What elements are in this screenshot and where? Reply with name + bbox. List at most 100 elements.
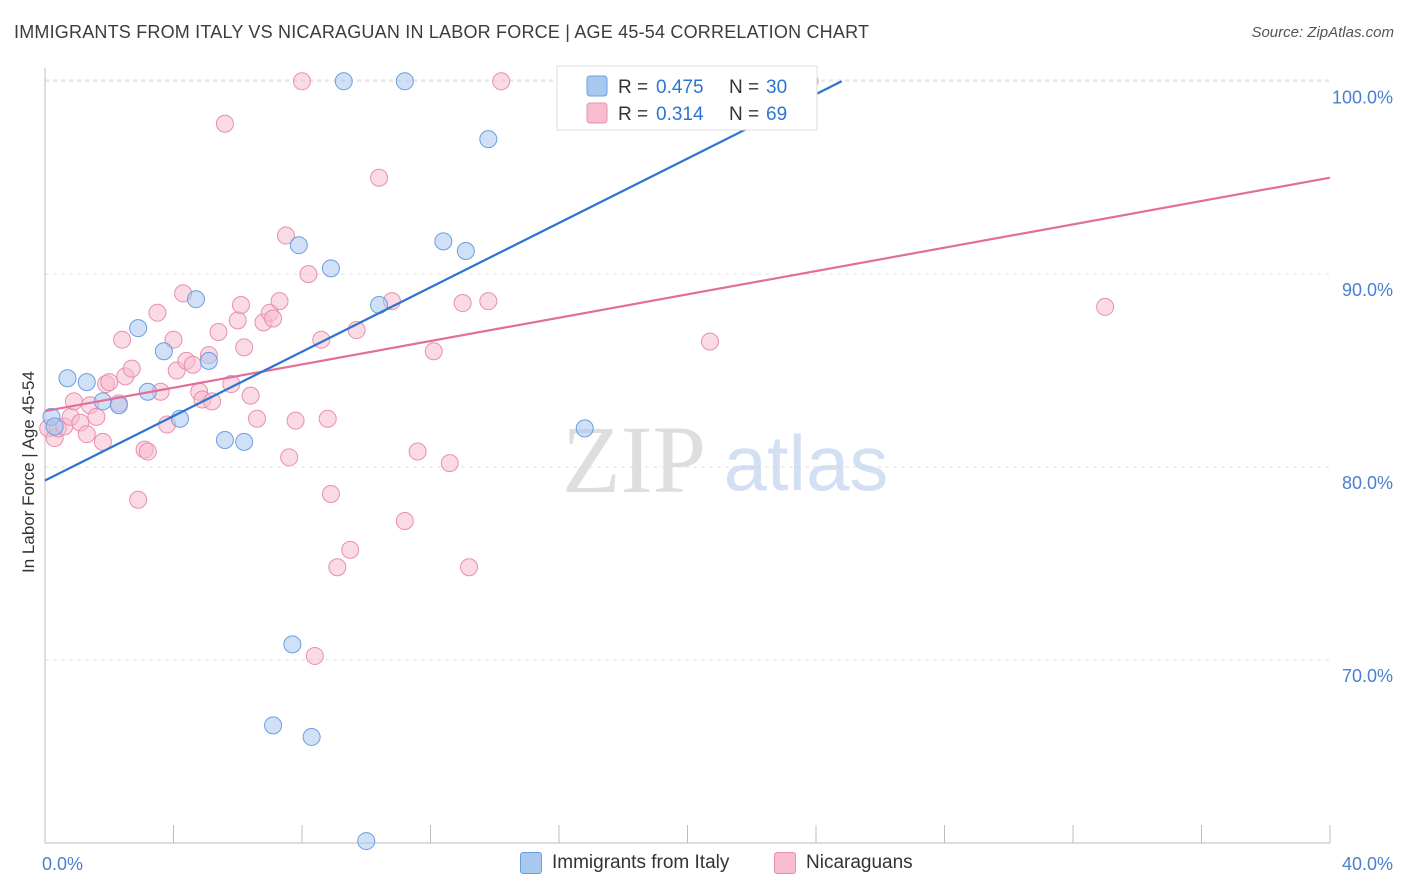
watermark-atlas: atlas xyxy=(724,419,889,507)
y-tick-labels: 70.0% 80.0% 90.0% 100.0% xyxy=(1332,87,1393,686)
trendline-nicaraguans xyxy=(44,176,1331,413)
point-italy-16 xyxy=(289,236,308,255)
legend-r-label-1: R = xyxy=(618,77,648,98)
point-nicaraguans-64 xyxy=(479,292,498,311)
legend-item-nicaraguans: Nicaraguans xyxy=(774,852,913,874)
point-nicaraguans-43 xyxy=(270,292,289,311)
legend-swatch-italy xyxy=(586,75,608,97)
point-nicaraguans-51 xyxy=(318,409,337,428)
grid-lines xyxy=(45,79,1330,661)
point-italy-19 xyxy=(334,72,353,91)
legend-item-italy: Immigrants from Italy xyxy=(520,852,729,874)
point-nicaraguans-47 xyxy=(293,72,311,91)
point-nicaraguans-49 xyxy=(305,646,324,665)
source-credit: Source: ZipAtlas.com xyxy=(1251,24,1394,41)
point-italy-26 xyxy=(575,419,594,438)
axes xyxy=(44,68,1331,844)
point-nicaraguans-63 xyxy=(460,558,479,577)
point-italy-20 xyxy=(357,832,376,851)
y-tick-label-2: 90.0% xyxy=(1342,280,1393,300)
point-nicaraguans-44 xyxy=(276,226,295,245)
point-nicaraguans-12 xyxy=(100,373,119,392)
point-nicaraguans-37 xyxy=(235,338,254,357)
chart-title: IMMIGRANTS FROM ITALY VS NICARAGUAN IN L… xyxy=(14,22,870,42)
point-nicaraguans-62 xyxy=(453,294,472,313)
point-nicaraguans-68 xyxy=(1096,297,1115,316)
point-nicaraguans-20 xyxy=(148,303,167,322)
point-nicaraguans-60 xyxy=(424,342,443,361)
point-nicaraguans-66 xyxy=(700,332,719,351)
legend-r-label-2: R = xyxy=(618,104,648,125)
legend-n-label-1: N = xyxy=(729,77,759,98)
point-nicaraguans-54 xyxy=(341,540,360,559)
point-nicaraguans-42 xyxy=(264,309,283,328)
x-tick-label-max: 40.0% xyxy=(1342,854,1393,874)
legend-swatch-italy-bottom xyxy=(520,852,542,874)
legend-r-value-1: 0.475 xyxy=(656,77,704,98)
point-nicaraguans-58 xyxy=(395,511,414,530)
y-tick-label-0: 70.0% xyxy=(1342,666,1393,686)
legend-label-nicaraguans: Nicaraguans xyxy=(806,852,913,873)
point-nicaraguans-38 xyxy=(241,386,260,405)
legend-swatch-nicaraguans-bottom xyxy=(774,852,796,874)
trendline-italy xyxy=(44,80,843,482)
point-nicaraguans-45 xyxy=(280,448,299,467)
point-nicaraguans-9 xyxy=(87,407,106,426)
point-italy-2 xyxy=(58,369,77,388)
x-tick-labels: 0.0% 40.0% xyxy=(42,854,1393,874)
point-nicaraguans-19 xyxy=(138,442,157,461)
point-nicaraguans-61 xyxy=(440,454,459,473)
series-nicaraguans-points xyxy=(39,72,1115,665)
point-italy-12 xyxy=(215,430,234,449)
point-italy-23 xyxy=(434,232,453,251)
legend-label-italy: Immigrants from Italy xyxy=(552,852,730,873)
point-nicaraguans-52 xyxy=(321,484,340,503)
legend-swatch-nicaraguans xyxy=(586,102,608,124)
point-nicaraguans-39 xyxy=(248,409,267,428)
point-nicaraguans-56 xyxy=(370,168,389,187)
point-italy-8 xyxy=(154,342,173,361)
y-tick-label-3: 100.0% xyxy=(1332,87,1393,107)
point-nicaraguans-36 xyxy=(231,295,250,314)
point-nicaraguans-23 xyxy=(164,330,183,349)
legend-r-value-2: 0.314 xyxy=(656,104,704,125)
legend-n-value-2: 69 xyxy=(766,104,787,125)
point-italy-17 xyxy=(302,727,321,746)
point-italy-25 xyxy=(479,130,498,149)
point-nicaraguans-31 xyxy=(203,392,222,411)
correlation-legend: R = 0.475 N = 30 R = 0.314 N = 69 xyxy=(556,65,818,131)
point-nicaraguans-48 xyxy=(299,265,318,284)
point-nicaraguans-53 xyxy=(328,558,347,577)
point-nicaraguans-7 xyxy=(77,425,96,444)
point-italy-6 xyxy=(129,319,148,338)
point-italy-13 xyxy=(235,432,254,451)
series-legend: Immigrants from Italy Nicaraguans xyxy=(0,852,1406,878)
point-italy-15 xyxy=(283,635,302,654)
point-italy-10 xyxy=(186,290,205,309)
y-axis-label: In Labor Force | Age 45-54 xyxy=(19,371,38,573)
y-tick-label-1: 80.0% xyxy=(1342,473,1393,493)
point-nicaraguans-27 xyxy=(183,355,202,374)
point-italy-18 xyxy=(321,259,340,278)
point-nicaraguans-35 xyxy=(228,311,247,330)
series-italy-points xyxy=(42,72,752,851)
point-italy-24 xyxy=(456,241,475,260)
point-nicaraguans-65 xyxy=(492,72,511,91)
point-italy-3 xyxy=(77,373,96,392)
point-italy-11 xyxy=(199,351,218,370)
x-tick-label-min: 0.0% xyxy=(42,854,83,874)
point-italy-1 xyxy=(45,417,64,436)
point-nicaraguans-59 xyxy=(408,442,427,461)
point-nicaraguans-32 xyxy=(209,322,228,341)
point-nicaraguans-33 xyxy=(215,114,234,133)
point-nicaraguans-14 xyxy=(113,330,132,349)
legend-n-label-2: N = xyxy=(729,104,759,125)
point-nicaraguans-17 xyxy=(129,490,148,509)
trend-lines xyxy=(44,80,1331,482)
point-italy-22 xyxy=(395,72,414,91)
point-nicaraguans-16 xyxy=(122,359,141,378)
point-nicaraguans-46 xyxy=(286,411,305,430)
point-italy-14 xyxy=(264,716,283,735)
legend-n-value-1: 30 xyxy=(766,77,787,98)
